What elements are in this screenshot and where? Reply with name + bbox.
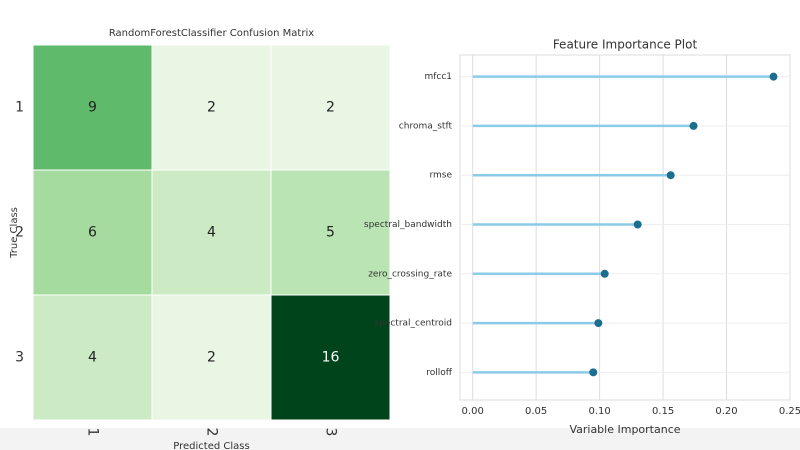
cell-label: 6: [88, 225, 97, 241]
x-axis-label: Variable Importance: [569, 423, 680, 436]
y-tick-label: mfcc1: [424, 72, 452, 82]
cell-label: 4: [207, 225, 216, 241]
heatmap-cell: [32, 294, 153, 421]
y-tick-label: zero_crossing_rate: [368, 269, 452, 279]
cell-label: 5: [326, 225, 335, 241]
x-tick-label: 3: [323, 428, 339, 437]
y-tick-label: rmse: [429, 171, 452, 181]
y-tick-label: 3: [15, 350, 24, 366]
cell-label: 2: [326, 100, 335, 116]
cell-label: 9: [88, 100, 97, 116]
dot: [589, 368, 598, 377]
x-tick-label: 0.15: [652, 406, 674, 417]
x-tick-label: 2: [204, 428, 220, 437]
dot: [633, 220, 642, 229]
y-tick-label: chroma_stft: [399, 121, 453, 131]
cell-label: 2: [207, 350, 216, 366]
cell-label: 2: [207, 100, 216, 116]
dot: [666, 171, 675, 180]
dot: [769, 72, 778, 81]
x-tick-label: 0.00: [462, 406, 484, 417]
x-tick-label: 0.25: [779, 406, 800, 417]
heatmap-cell: [32, 44, 153, 171]
chart-title: RandomForestClassifier Confusion Matrix: [109, 28, 314, 39]
dot: [594, 319, 603, 328]
y-tick-label: rolloff: [426, 368, 453, 378]
footer-strip: [0, 428, 800, 450]
y-tick-label: spectral_centroid: [374, 319, 452, 329]
y-tick-label: spectral_bandwidth: [364, 220, 452, 230]
cell-label: 16: [322, 350, 340, 366]
plot-area: [459, 54, 791, 401]
y-axis-label: True Class: [9, 207, 20, 259]
x-axis-label: Predicted Class: [173, 441, 249, 450]
y-tick-label: 1: [15, 100, 24, 116]
x-tick-label: 0.05: [525, 406, 547, 417]
x-tick-label: 0.20: [715, 406, 737, 417]
dot: [689, 121, 698, 130]
heatmap-cell: [151, 294, 272, 421]
dot: [600, 269, 609, 278]
x-tick-label: 1: [85, 428, 101, 437]
chart-title: Feature Importance Plot: [553, 38, 698, 52]
heatmap-cell: [270, 294, 391, 421]
cell-label: 4: [88, 350, 97, 366]
y-tick-label: 2: [15, 225, 24, 241]
x-tick-label: 0.10: [588, 406, 610, 417]
